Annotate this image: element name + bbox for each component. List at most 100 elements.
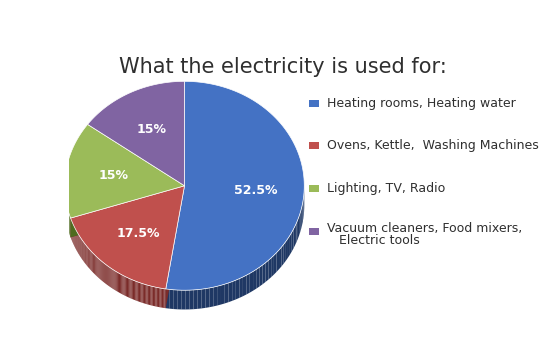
Polygon shape (110, 268, 112, 288)
Polygon shape (85, 244, 86, 264)
FancyBboxPatch shape (309, 228, 319, 235)
Polygon shape (298, 216, 299, 239)
Polygon shape (105, 264, 106, 284)
Polygon shape (104, 263, 105, 283)
Polygon shape (148, 285, 149, 305)
Polygon shape (140, 283, 141, 302)
Text: What the electricity is used for:: What the electricity is used for: (119, 56, 447, 77)
Polygon shape (163, 288, 164, 308)
Text: 17.5%: 17.5% (116, 227, 160, 240)
Polygon shape (118, 272, 119, 292)
Polygon shape (80, 237, 81, 257)
Polygon shape (106, 265, 107, 285)
Polygon shape (119, 273, 120, 293)
Text: Heating rooms, Heating water: Heating rooms, Heating water (327, 97, 516, 110)
Polygon shape (121, 275, 123, 294)
FancyBboxPatch shape (309, 142, 319, 149)
Polygon shape (99, 259, 100, 280)
Polygon shape (263, 263, 266, 284)
Polygon shape (154, 287, 155, 306)
Polygon shape (108, 266, 109, 286)
Polygon shape (79, 236, 80, 256)
Text: Ovens, Kettle,  Washing Machines: Ovens, Kettle, Washing Machines (327, 140, 539, 152)
Polygon shape (302, 199, 303, 222)
Polygon shape (162, 288, 163, 308)
Polygon shape (198, 289, 201, 309)
Polygon shape (81, 238, 82, 258)
Polygon shape (78, 234, 79, 254)
Polygon shape (166, 186, 184, 308)
Polygon shape (113, 269, 114, 289)
Polygon shape (205, 288, 209, 308)
Polygon shape (284, 241, 286, 263)
Polygon shape (123, 275, 124, 295)
Polygon shape (95, 256, 97, 276)
Polygon shape (149, 286, 150, 305)
Polygon shape (130, 279, 132, 299)
Polygon shape (126, 277, 127, 297)
Polygon shape (158, 288, 159, 307)
Polygon shape (132, 280, 133, 299)
Polygon shape (209, 287, 213, 307)
Polygon shape (250, 271, 253, 293)
Polygon shape (201, 288, 205, 308)
Polygon shape (256, 267, 259, 289)
Polygon shape (97, 257, 98, 277)
Polygon shape (103, 262, 104, 282)
Polygon shape (100, 260, 102, 280)
Polygon shape (182, 290, 185, 310)
Polygon shape (246, 273, 250, 295)
Polygon shape (102, 262, 103, 282)
Polygon shape (93, 253, 94, 273)
Polygon shape (166, 186, 184, 308)
Text: Lighting, TV, Radio: Lighting, TV, Radio (327, 182, 445, 195)
Polygon shape (125, 276, 126, 296)
Polygon shape (128, 278, 129, 298)
Polygon shape (301, 206, 302, 229)
Polygon shape (253, 270, 256, 291)
Polygon shape (146, 285, 148, 305)
Polygon shape (277, 250, 279, 272)
Text: Electric tools: Electric tools (327, 234, 420, 247)
Polygon shape (288, 235, 290, 258)
Polygon shape (65, 124, 184, 218)
Polygon shape (299, 213, 300, 235)
Polygon shape (139, 282, 140, 302)
Polygon shape (169, 290, 174, 309)
Polygon shape (150, 286, 151, 306)
Polygon shape (94, 254, 95, 274)
Polygon shape (151, 286, 153, 306)
Polygon shape (87, 247, 88, 267)
Polygon shape (71, 186, 184, 237)
Polygon shape (268, 258, 271, 280)
Polygon shape (88, 248, 89, 268)
Polygon shape (141, 283, 142, 303)
Polygon shape (90, 250, 91, 270)
Polygon shape (161, 288, 162, 308)
Polygon shape (232, 280, 236, 301)
Polygon shape (217, 285, 221, 306)
Polygon shape (92, 252, 93, 272)
Polygon shape (120, 274, 121, 294)
Polygon shape (91, 251, 92, 271)
Polygon shape (178, 290, 182, 310)
Polygon shape (142, 284, 144, 303)
Polygon shape (259, 265, 263, 287)
Polygon shape (112, 268, 113, 288)
Polygon shape (129, 278, 130, 298)
Polygon shape (290, 232, 292, 255)
Polygon shape (221, 284, 225, 305)
Polygon shape (98, 258, 99, 278)
Polygon shape (115, 271, 116, 291)
Polygon shape (274, 253, 277, 275)
Polygon shape (229, 282, 232, 302)
Text: Vacuum cleaners, Food mixers,: Vacuum cleaners, Food mixers, (327, 222, 522, 235)
Polygon shape (134, 281, 135, 300)
Polygon shape (124, 276, 125, 296)
Polygon shape (133, 280, 134, 300)
Polygon shape (282, 244, 284, 266)
Polygon shape (213, 286, 217, 306)
Polygon shape (86, 245, 87, 265)
Polygon shape (145, 285, 146, 304)
Polygon shape (77, 232, 78, 252)
